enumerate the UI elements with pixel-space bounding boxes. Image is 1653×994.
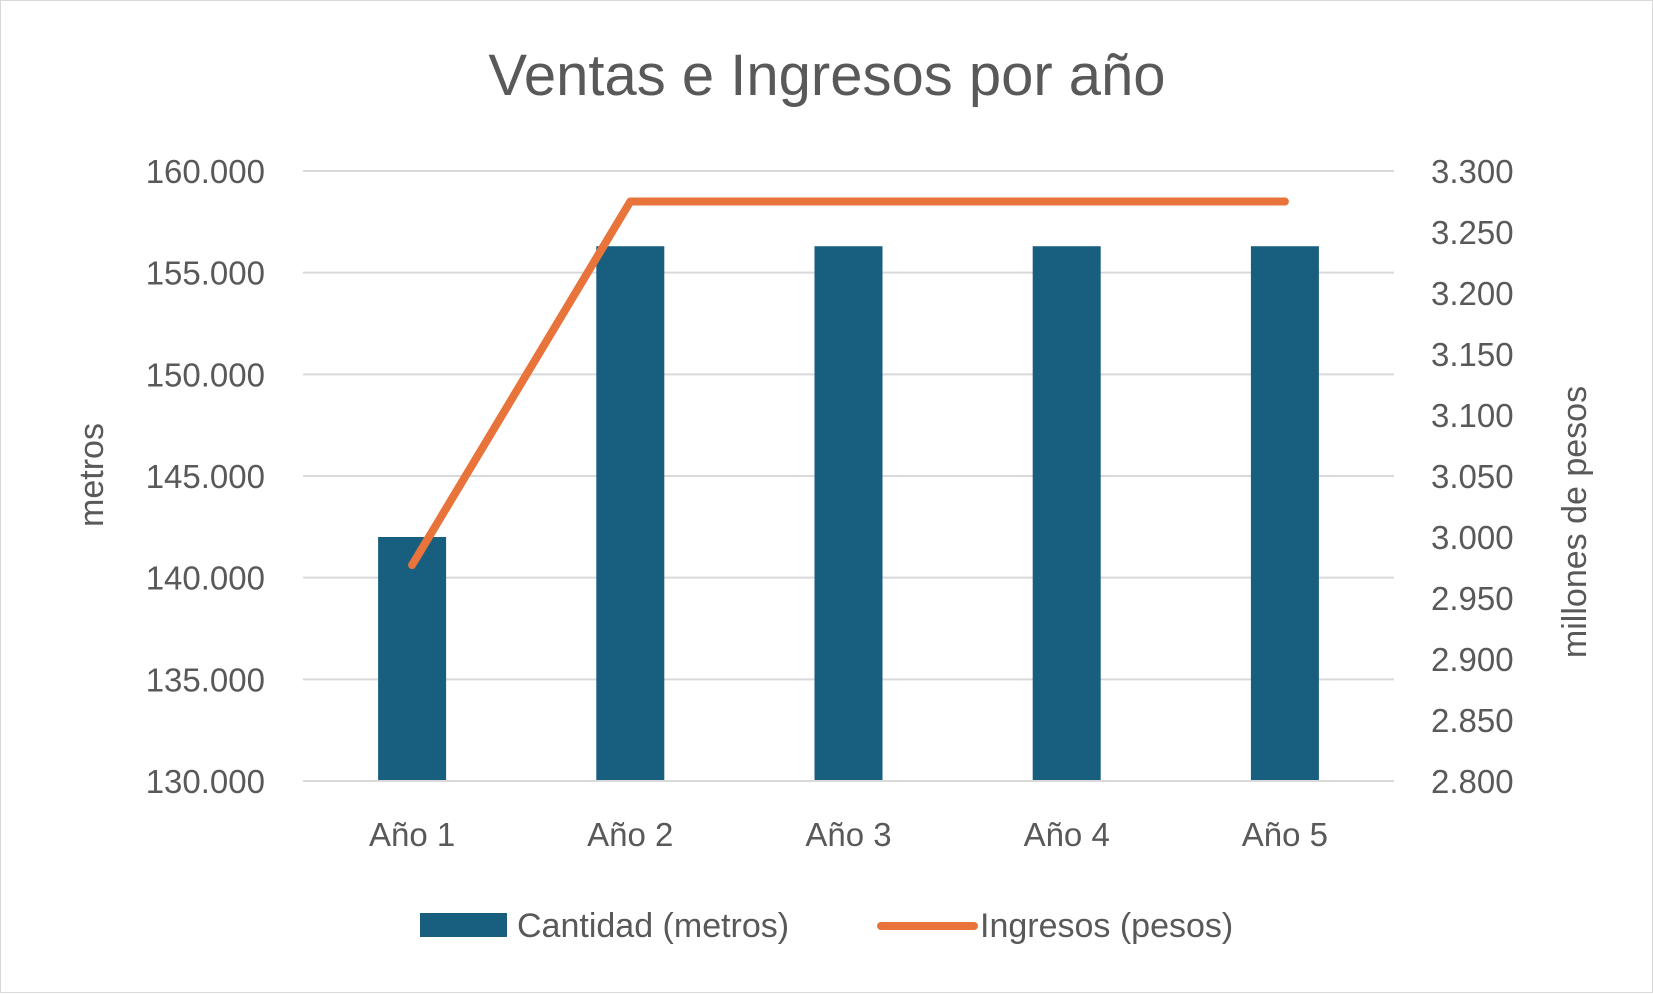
y-tick-label: 160.000 bbox=[146, 153, 265, 190]
y-tick-label: 130.000 bbox=[146, 763, 265, 800]
bar bbox=[596, 246, 665, 781]
y2-tick-label: 2.900 bbox=[1431, 641, 1514, 678]
y2-tick-label: 3.050 bbox=[1431, 458, 1514, 495]
x-tick-label: Año 3 bbox=[805, 816, 891, 853]
x-tick-label: Año 4 bbox=[1024, 816, 1110, 853]
legend-swatch-bar bbox=[420, 913, 507, 937]
y-axis-left: 130.000 135.000 140.000 145.000 150.000 155.0… bbox=[146, 153, 265, 800]
x-tick-label: Año 5 bbox=[1242, 816, 1328, 853]
y-tick-label: 155.000 bbox=[146, 255, 265, 292]
line-path bbox=[408, 197, 1289, 570]
y-tick-label: 140.000 bbox=[146, 560, 265, 597]
y2-tick-label: 3.200 bbox=[1431, 275, 1514, 312]
y2-tick-label: 3.100 bbox=[1431, 397, 1514, 434]
bar bbox=[1032, 246, 1101, 781]
y-tick-label: 135.000 bbox=[146, 661, 265, 698]
legend-label-bar: Cantidad (metros) bbox=[517, 907, 789, 945]
y-tick-label: 150.000 bbox=[146, 356, 265, 393]
legend-label-line: Ingresos (pesos) bbox=[980, 907, 1233, 945]
y-axis-right: 2.800 2.850 2.900 2.950 3.000 3.050 3.100 3.150… bbox=[1431, 153, 1514, 800]
y2-tick-label: 2.800 bbox=[1431, 763, 1514, 800]
chart-title: Ventas e Ingresos por año bbox=[488, 43, 1165, 108]
y2-tick-label: 2.850 bbox=[1431, 702, 1514, 739]
y-axis-label: metros bbox=[73, 423, 111, 527]
line-series bbox=[408, 197, 1289, 570]
bar bbox=[1250, 246, 1319, 781]
y2-tick-label: 3.250 bbox=[1431, 214, 1514, 251]
x-axis: Año 1 Año 2 Año 3 Año 4 Año 5 bbox=[303, 780, 1394, 853]
y2-tick-label: 3.300 bbox=[1431, 153, 1514, 190]
legend: Cantidad (metros) Ingresos (pesos) bbox=[420, 907, 1233, 945]
y2-tick-label: 3.150 bbox=[1431, 336, 1514, 373]
y2-tick-label: 2.950 bbox=[1431, 580, 1514, 617]
bar-series bbox=[378, 246, 1319, 781]
bar bbox=[814, 246, 883, 781]
y-tick-label: 145.000 bbox=[146, 458, 265, 495]
x-tick-label: Año 1 bbox=[369, 816, 455, 853]
y2-axis-label: millones de pesos bbox=[1556, 386, 1594, 658]
x-tick-label: Año 2 bbox=[587, 816, 673, 853]
y2-tick-label: 3.000 bbox=[1431, 519, 1514, 556]
bar bbox=[378, 537, 447, 781]
